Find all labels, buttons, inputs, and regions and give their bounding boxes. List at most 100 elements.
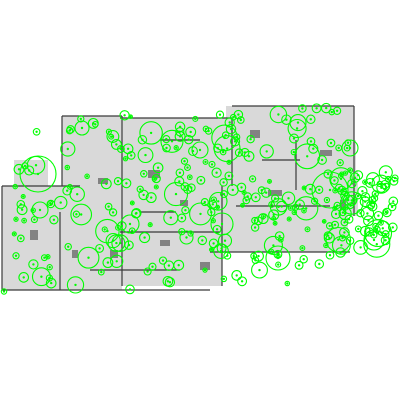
feature-marker-center <box>229 121 231 123</box>
obstacle <box>160 240 170 246</box>
feature-marker-center <box>86 175 88 177</box>
feature-marker-center <box>129 116 131 118</box>
feature-marker-center <box>139 188 141 190</box>
feature-marker-center <box>230 128 232 130</box>
feature-marker-center <box>367 220 369 222</box>
feature-marker-center <box>257 220 259 222</box>
feature-marker-center <box>223 278 225 280</box>
feature-marker-center <box>226 255 228 257</box>
feature-marker-center <box>168 264 170 266</box>
feature-marker-center <box>179 131 181 133</box>
feature-marker-center <box>28 169 30 171</box>
feature-marker-center <box>215 172 217 174</box>
feature-marker-center <box>33 218 35 220</box>
feature-marker-center <box>354 199 356 201</box>
feature-marker-center <box>312 148 314 150</box>
feature-marker-center <box>221 223 223 225</box>
feature-marker-center <box>357 174 359 176</box>
feature-marker-center <box>49 266 51 268</box>
feature-marker-center <box>348 218 350 220</box>
feature-marker-center <box>15 255 17 257</box>
feature-marker-center <box>22 195 24 197</box>
feature-marker-center <box>129 223 131 225</box>
feature-marker-center <box>200 179 202 181</box>
feature-marker-center <box>143 236 145 238</box>
feature-marker-center <box>333 179 335 181</box>
feature-marker-center <box>330 142 332 144</box>
feature-marker-center <box>170 217 172 219</box>
feature-marker-center <box>216 228 218 230</box>
feature-marker-center <box>346 147 348 149</box>
feature-marker-center <box>87 257 89 259</box>
feature-marker-center <box>220 250 222 252</box>
feature-marker-center <box>125 182 127 184</box>
feature-marker-center <box>181 217 183 219</box>
feature-marker-center <box>329 225 331 227</box>
feature-marker-center <box>189 176 191 178</box>
feature-marker-center <box>366 212 368 214</box>
feature-marker-center <box>344 172 346 174</box>
feature-marker-center <box>329 189 331 191</box>
feature-marker-center <box>181 231 183 233</box>
feature-marker-center <box>325 107 327 109</box>
feature-marker-center <box>315 107 317 109</box>
feature-marker-center <box>243 191 245 193</box>
obstacle <box>250 130 260 138</box>
feature-marker-center <box>24 165 26 167</box>
feature-marker-center <box>199 149 201 151</box>
feature-marker-center <box>155 186 157 188</box>
feature-marker-center <box>327 235 329 237</box>
feature-marker-center <box>74 284 76 286</box>
feature-marker-center <box>274 197 276 199</box>
feature-marker-center <box>131 202 133 204</box>
feature-marker-center <box>115 242 117 244</box>
feature-marker-center <box>361 190 363 192</box>
feature-marker-center <box>277 263 279 265</box>
feature-marker-center <box>299 203 301 205</box>
feature-marker-center <box>288 218 290 220</box>
feature-marker-center <box>151 266 153 268</box>
feature-marker-center <box>184 209 186 211</box>
feature-marker-center <box>217 206 219 208</box>
feature-marker-center <box>268 180 270 182</box>
feature-marker-center <box>67 148 69 150</box>
feature-marker-center <box>20 237 22 239</box>
feature-marker-center <box>235 136 237 138</box>
feature-marker-center <box>327 173 329 175</box>
feature-marker-center <box>124 158 126 160</box>
feature-marker-center <box>178 180 180 182</box>
feature-marker-center <box>285 119 287 121</box>
feature-marker-center <box>106 230 108 232</box>
feature-marker-center <box>392 226 394 228</box>
feature-marker-center <box>338 187 340 189</box>
feature-marker-center <box>273 217 275 219</box>
feature-marker-center <box>329 254 331 256</box>
feature-marker-center <box>286 282 288 284</box>
feature-marker-center <box>377 215 379 217</box>
feature-marker-center <box>297 121 299 123</box>
feature-marker-center <box>380 222 382 224</box>
feature-marker-center <box>123 114 125 116</box>
feature-marker-center <box>336 110 338 112</box>
feature-marker-center <box>385 211 387 213</box>
feature-marker-center <box>144 154 146 156</box>
feature-marker-center <box>263 215 265 217</box>
feature-marker-center <box>185 236 187 238</box>
feature-marker-center <box>217 147 219 149</box>
feature-marker-center <box>39 209 41 211</box>
feature-marker-center <box>303 258 305 260</box>
floor-region <box>62 116 122 188</box>
feature-marker-center <box>207 130 209 132</box>
feature-marker-center <box>146 270 148 272</box>
feature-marker-center <box>301 247 303 249</box>
feature-marker-center <box>359 246 361 248</box>
feature-marker-center <box>289 207 291 209</box>
feature-marker-center <box>105 183 107 185</box>
feature-marker-center <box>201 239 203 241</box>
feature-marker-center <box>241 204 243 206</box>
feature-marker-center <box>331 111 333 113</box>
feature-marker-center <box>301 107 303 109</box>
feature-marker-center <box>270 203 272 205</box>
feature-marker-center <box>50 203 52 205</box>
feature-marker-center <box>255 196 257 198</box>
